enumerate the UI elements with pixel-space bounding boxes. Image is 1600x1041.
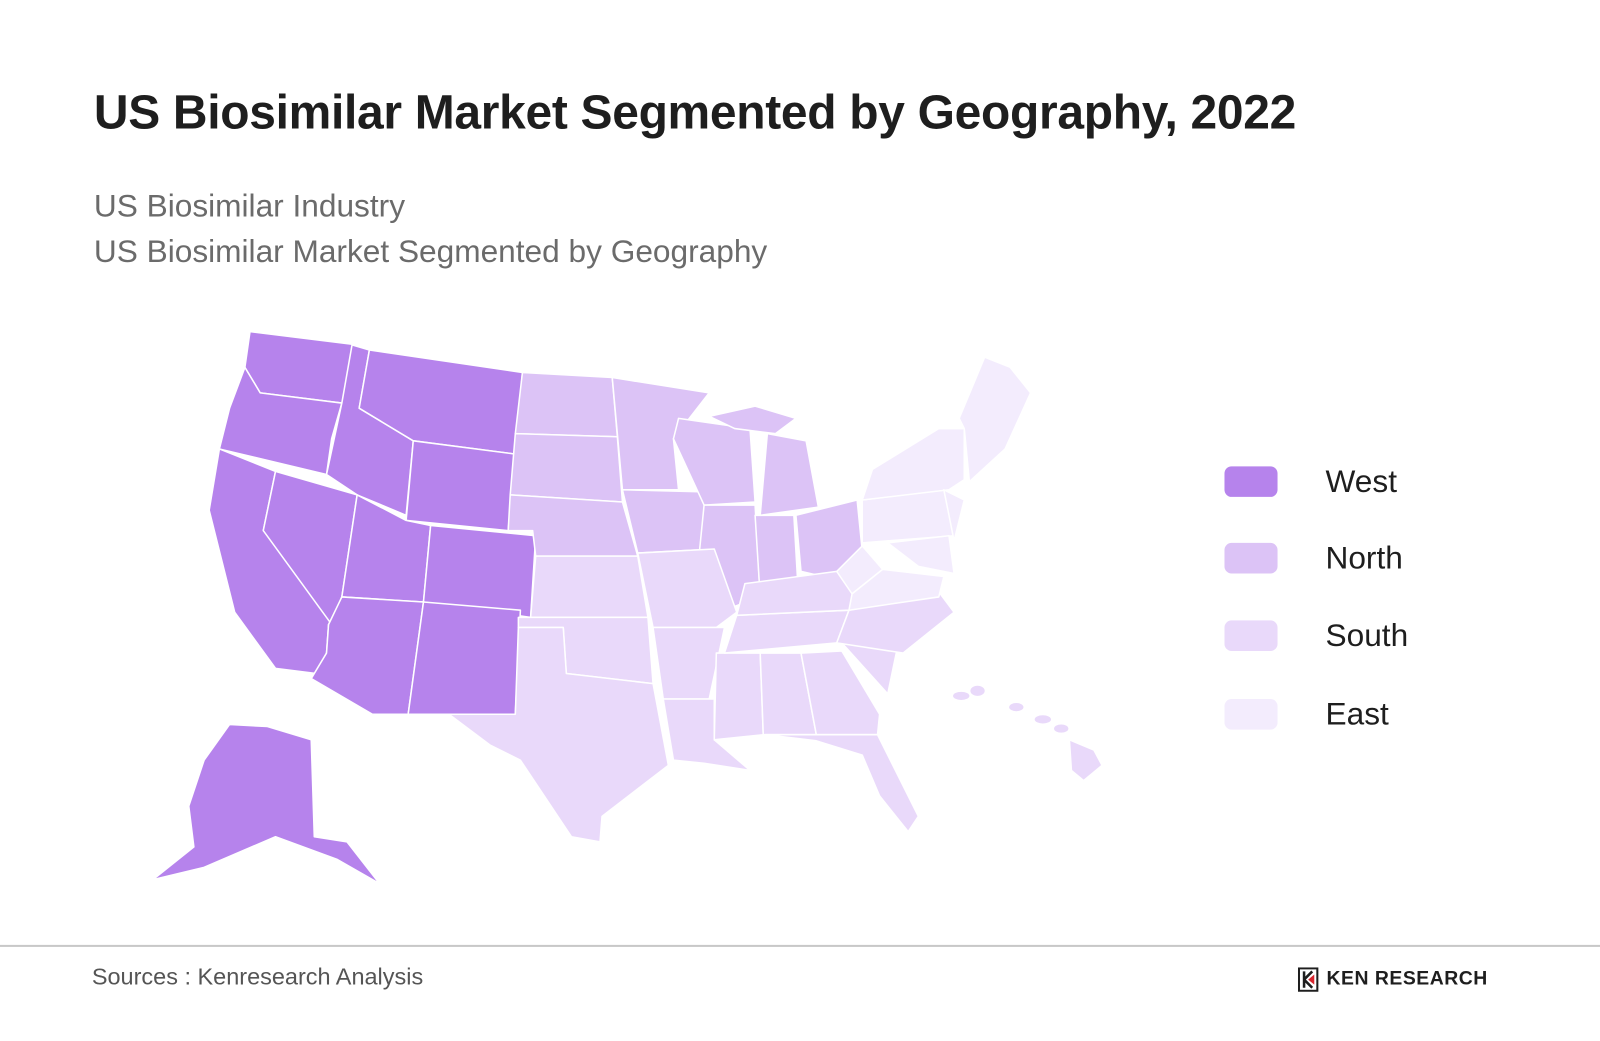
state-wy-west — [405, 440, 517, 532]
logo-text: KEN RESEARCH — [1326, 968, 1488, 990]
page-title: US Biosimilar Market Segmented by Geogra… — [93, 84, 1297, 139]
legend-label-south: South — [1325, 617, 1409, 654]
hawaii-island — [970, 685, 985, 696]
state-ny-east — [861, 427, 966, 501]
state-ne-eng-east — [958, 356, 1032, 483]
footer-divider — [0, 944, 1600, 947]
state-ak-west — [152, 723, 381, 885]
legend-label-north: North — [1325, 539, 1403, 576]
legend-label-west: West — [1325, 463, 1397, 499]
state-ms-south — [713, 652, 765, 741]
hawaii-island — [1009, 703, 1024, 712]
hawaii-island — [953, 691, 970, 700]
legend-label-east: East — [1325, 695, 1389, 732]
state-tn-south — [723, 609, 850, 654]
state-nd-north — [514, 371, 619, 438]
state-mo-south — [636, 548, 738, 629]
state-sd-north — [509, 432, 624, 503]
state-la-south — [662, 698, 751, 772]
ken-research-logo: KEN RESEARCH — [1297, 967, 1488, 992]
state-ga-south — [800, 650, 881, 736]
legend-item-west: West — [1224, 463, 1397, 499]
legend-item-east: East — [1224, 695, 1389, 732]
hawaii-island — [1054, 724, 1069, 733]
us-map — [152, 330, 1103, 885]
subtitle-segment: US Biosimilar Market Segmented by Geogra… — [93, 233, 768, 270]
legend-swatch-east — [1224, 698, 1278, 730]
legend-item-south: South — [1224, 617, 1409, 654]
legend-item-north: North — [1224, 539, 1403, 576]
state-mn-north — [611, 376, 710, 491]
state-va-east — [848, 568, 945, 611]
state-fl-south — [764, 733, 920, 833]
hawaii-island — [1034, 715, 1052, 724]
state-or-west — [218, 366, 343, 476]
state-nm-west — [407, 601, 522, 716]
source-note: Sources : Kenresearch Analysis — [91, 963, 424, 990]
state-mi-north — [759, 432, 820, 517]
state-hi-south — [1068, 739, 1103, 782]
subtitle-industry: US Biosimilar Industry — [93, 187, 406, 224]
state-ks-south — [529, 555, 649, 619]
legend-swatch-north — [1224, 542, 1278, 574]
legend-swatch-south — [1224, 620, 1278, 652]
state-tx-south — [448, 626, 670, 843]
state-mi-up-north — [708, 405, 797, 435]
state-md-east — [886, 534, 955, 575]
state-ar-south — [652, 626, 726, 700]
state-nj-east — [943, 489, 966, 542]
legend-swatch-west — [1224, 466, 1278, 497]
logo-mark-icon — [1297, 967, 1319, 992]
